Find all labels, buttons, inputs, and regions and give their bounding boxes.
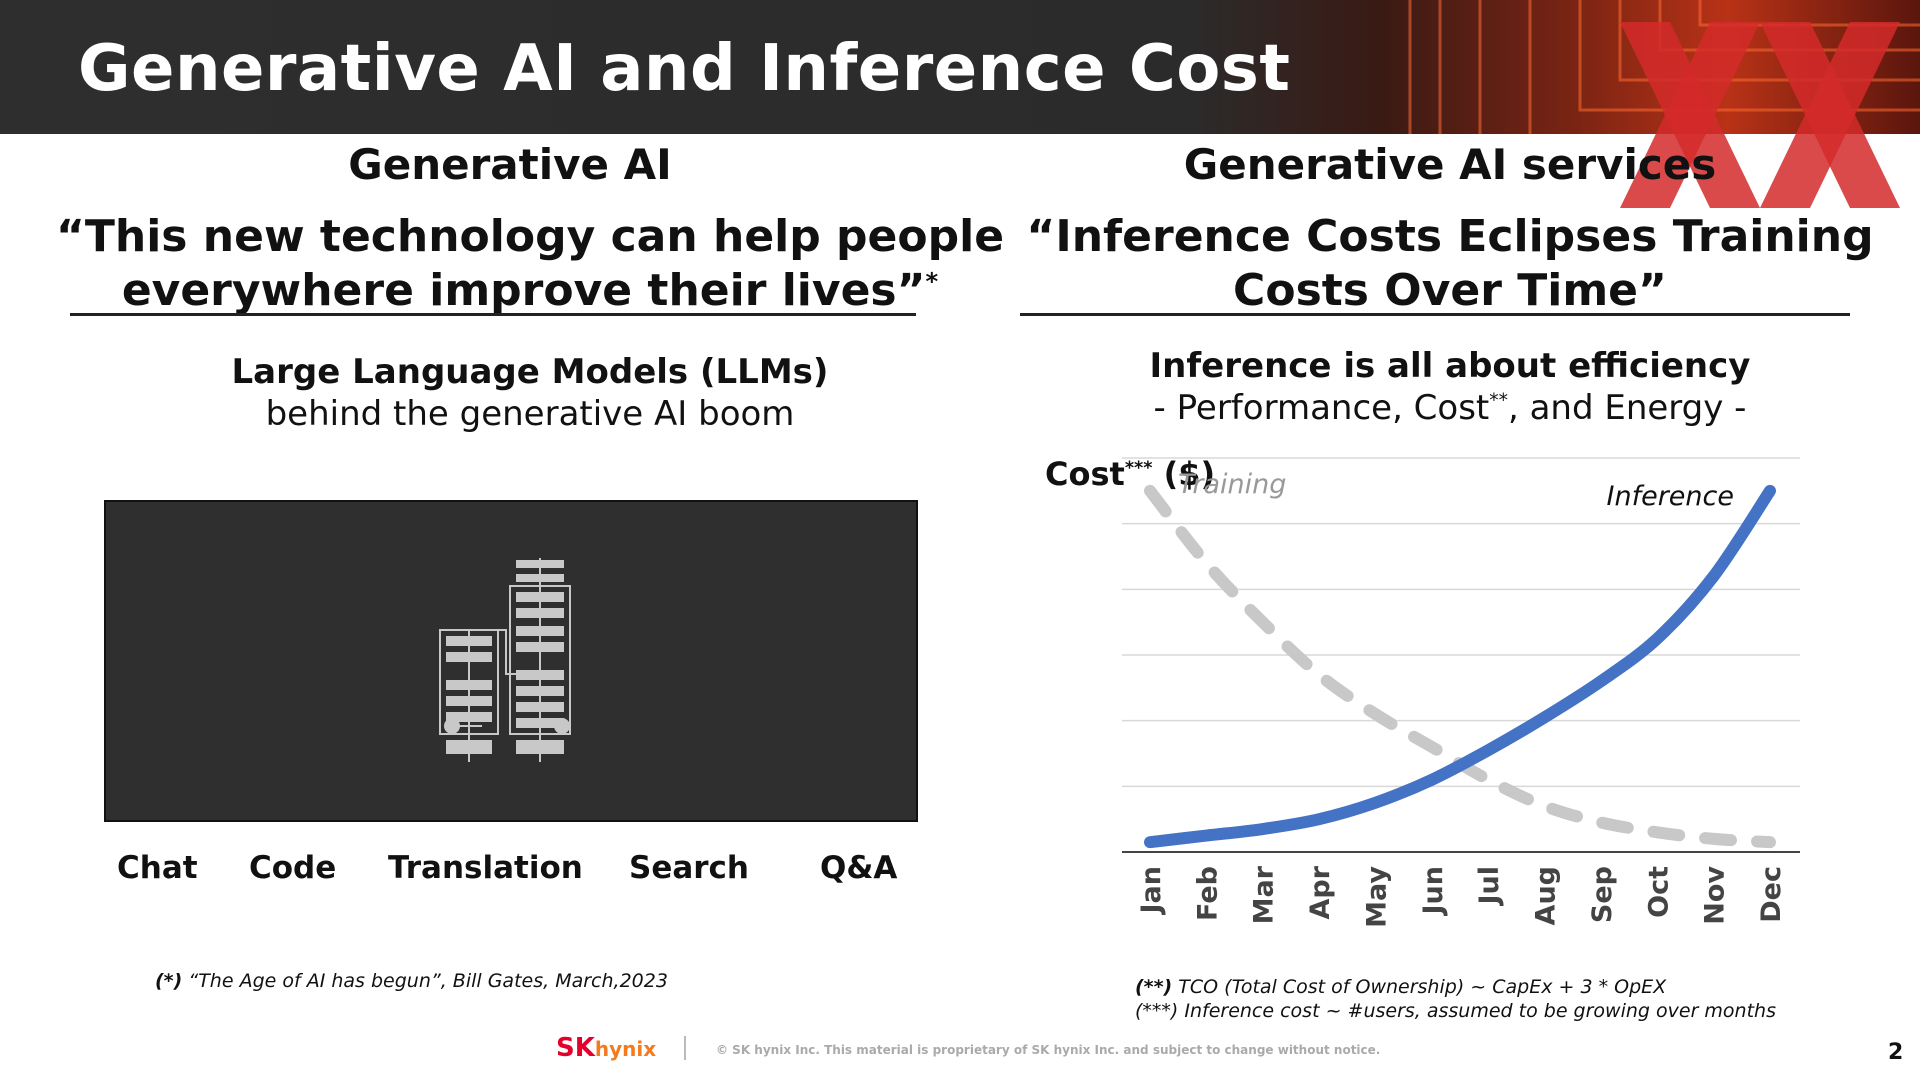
right-subtitle-a: - Performance, Cost [1153,388,1490,428]
right-quote-line1: “Inference Costs Eclipses Training [1026,211,1874,262]
right-footnote-2: (***) Inference cost ~ #users, assumed t… [1135,1000,1776,1022]
left-footnote: (*) “The Age of AI has begun”, Bill Gate… [155,970,668,992]
left-quote-line2: everywhere improve their lives”* [40,264,1020,318]
xx-logo-icon [1620,22,1900,208]
logo-sk: SK [556,1033,595,1063]
right-divider [1020,313,1850,316]
slide-title: Generative AI and Inference Cost [78,32,1291,106]
right-footnote-1-mark: (**) [1135,976,1173,998]
page-number: 2 [1888,1040,1904,1065]
left-quote: “This new technology can help people eve… [40,210,1020,318]
sk-hynix-logo: SKhynix [556,1033,656,1063]
left-quote-line1: “This new technology can help people [55,211,1005,262]
series-line-inference [1144,484,1776,849]
y-axis-unit: ($) [1152,455,1216,493]
series-line-training [1144,484,1776,849]
left-footnote-text: “The Age of AI has begun”, Bill Gates, M… [182,970,668,992]
x-tick-label: Feb [1192,866,1223,921]
chart-y-axis-title: Cost*** ($) [1045,455,1215,493]
right-heading: Generative AI services [1183,140,1717,189]
left-heading: Generative AI [348,140,672,189]
right-subtitle: - Performance, Cost**, and Energy - [1000,388,1900,428]
right-subtitle-sup: ** [1489,390,1508,412]
series-label-inference: Inference [1607,481,1734,512]
right-footnote-1-text: TCO (Total Cost of Ownership) ~ CapEx + … [1172,976,1667,998]
x-tick-label: Jun [1418,866,1449,917]
left-footnote-mark: (*) [155,970,183,992]
right-footnote-1: (**) TCO (Total Cost of Ownership) ~ Cap… [1135,976,1666,998]
right-quote: “Inference Costs Eclipses Training Costs… [1000,210,1900,318]
left-quote-line2-text: everywhere improve their lives” [121,265,926,316]
left-quote-mark: * [925,267,939,296]
app-label-search: Search [629,850,750,886]
right-subtitle-bold: Inference is all about efficiency [1149,346,1751,386]
y-axis-label: Cost [1045,455,1125,493]
left-subtitle: behind the generative AI boom [265,394,795,434]
app-label-qa: Q&A [820,850,898,886]
right-subtitle-b: , and Energy - [1507,388,1747,428]
left-subtitle-bold: Large Language Models (LLMs) [231,352,829,392]
x-tick-label: Aug [1531,866,1562,925]
y-axis-label-sup: *** [1124,458,1153,479]
app-label-code: Code [249,850,337,886]
slide-header: Generative AI and Inference Cost [0,0,1920,134]
x-tick-label: Nov [1700,866,1731,925]
x-tick-label: Jul [1474,866,1505,907]
app-label-chat: Chat [117,850,198,886]
left-divider [70,313,916,316]
x-tick-label: Mar [1249,865,1280,924]
transformer-diagram-icon [439,558,571,762]
logo-hynix: hynix [594,1037,657,1061]
x-tick-label: May [1361,866,1392,928]
footer-disclaimer: © SK hynix Inc. This material is proprie… [716,1043,1381,1057]
x-tick-label: Dec [1756,866,1787,923]
llm-illustration-panel [104,500,918,822]
x-tick-label: Jan [1136,866,1167,916]
x-tick-label: Oct [1643,866,1674,918]
right-footnote-2-text: Inference cost ~ #users, assumed to be g… [1178,1000,1776,1022]
series-label-training: Training [1178,469,1286,500]
right-quote-line2: Costs Over Time” [1233,265,1667,316]
footer-separator [684,1036,686,1060]
x-tick-label: Sep [1587,866,1618,923]
right-footnote-2-mark: (***) [1135,1000,1179,1022]
x-tick-label: Apr [1305,865,1336,919]
app-label-translation: Translation [388,850,583,886]
